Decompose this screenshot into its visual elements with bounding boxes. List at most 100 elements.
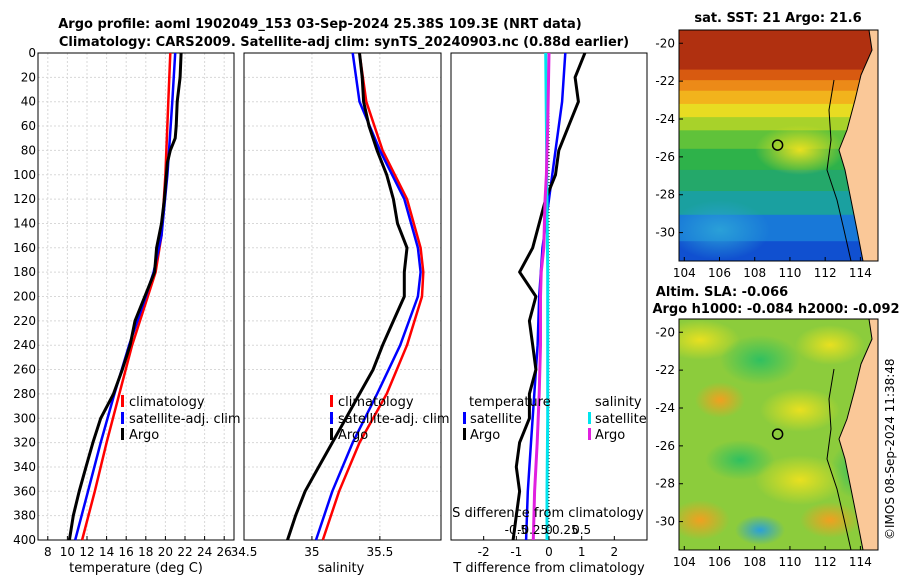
- map-x-tick-label: 110: [778, 555, 801, 569]
- series-s-argo-line: [531, 52, 551, 541]
- depth-tick-label: 0: [28, 46, 36, 60]
- depth-tick-label: 320: [13, 436, 36, 450]
- x-tick-label: -2: [478, 545, 490, 559]
- map-y-tick-label: -24: [655, 112, 675, 126]
- map-x-tick-label: 104: [673, 555, 696, 569]
- temperature-xlabel: temperature (deg C): [69, 561, 203, 576]
- sla-anomaly-patch: [800, 502, 860, 538]
- depth-tick-label: 40: [21, 95, 36, 109]
- x-tick-label: 12: [79, 545, 94, 559]
- legend-label-s-argo: Argo: [595, 428, 625, 443]
- depth-tick-label: 360: [13, 484, 36, 498]
- map-x-tick-label: 110: [778, 266, 801, 280]
- map-y-tick-label: -22: [655, 74, 675, 88]
- legend-swatch-t-argo: [463, 428, 466, 440]
- x-tick-label: 22: [177, 545, 192, 559]
- imos-timestamp: ©IMOS 08-Sep-2024 11:38:48: [883, 358, 897, 540]
- series-satellite-line: [314, 52, 422, 541]
- figure-title-line1: Argo profile: aoml 1902049_153 03-Sep-20…: [58, 17, 582, 32]
- sla-anomaly-patch: [795, 325, 865, 365]
- sst-warm-patch: [755, 125, 845, 175]
- map-x-tick-label: 108: [743, 555, 766, 569]
- depth-tick-label: 220: [13, 314, 36, 328]
- depth-tick-label: 160: [13, 241, 36, 255]
- map-y-tick-label: -28: [655, 477, 675, 491]
- series-argo-line: [67, 52, 183, 541]
- depth-tick-label: 200: [13, 290, 36, 304]
- sla-anomaly-patch: [735, 515, 785, 545]
- salinity-diff-tick-label: -0.5: [505, 523, 528, 537]
- legend-swatch-argo: [330, 428, 333, 440]
- depth-tick-label: 120: [13, 192, 36, 206]
- x-tick-label: 8: [44, 545, 52, 559]
- map-x-tick-label: 106: [708, 555, 731, 569]
- salinity-diff-tick-label: -0.25: [517, 523, 548, 537]
- land-mass: [838, 319, 878, 550]
- legend-swatch-climatology: [330, 395, 333, 407]
- depth-tick-label: 380: [13, 509, 36, 523]
- sst-map-frame: [678, 29, 879, 262]
- sla-map-axes: 104 106 108 110 112 114 -20 -22 -24 -26 -28 -30: [655, 325, 871, 569]
- map-y-tick-label: -30: [655, 515, 675, 529]
- legend-title-salinity: salinity: [595, 395, 642, 410]
- legend-swatch-t-satellite: [463, 412, 466, 424]
- sst-cool-patch: [679, 200, 770, 260]
- bathymetry-contour: [826, 368, 852, 550]
- sla-anomaly-patch: [705, 440, 775, 480]
- x-tick-label: 0: [545, 545, 553, 559]
- legend-label-t-argo: Argo: [470, 428, 500, 443]
- sst-color-band: [679, 30, 878, 71]
- x-tick-label: 16: [119, 545, 134, 559]
- bathymetry-contour: [826, 79, 852, 261]
- sla-map: [679, 319, 878, 550]
- argo-location-marker: [771, 139, 784, 151]
- land-mass: [838, 30, 878, 261]
- depth-tick-label: 140: [13, 216, 36, 230]
- difference-panel: -2 -1 0 1 2-0.5-0.250 0.250.5: [450, 52, 648, 559]
- salinity-diff-tick-label: 0.25: [552, 523, 579, 537]
- x-tick-label: 26: [217, 545, 232, 559]
- map-y-tick-label: -24: [655, 401, 675, 415]
- sst-map: [679, 30, 878, 261]
- sla-anomaly-patch: [760, 388, 840, 432]
- salinity-legend: climatology satellite-adj. clim Argo: [330, 395, 450, 443]
- x-tick-label: 34.5: [231, 545, 258, 559]
- depth-tick-label: 260: [13, 363, 36, 377]
- legend-label-argo: Argo: [338, 428, 368, 443]
- sla-map-subtitle: Argo h1000: -0.084 h2000: -0.092: [652, 302, 899, 317]
- depth-tick-label: 60: [21, 119, 36, 133]
- x-tick-label: 35: [304, 545, 319, 559]
- map-y-tick-label: -20: [655, 36, 675, 50]
- legend-swatch-satellite: [121, 412, 124, 424]
- axes-frame: [243, 52, 442, 541]
- map-y-tick-label: -20: [655, 325, 675, 339]
- sst-color-band: [679, 117, 878, 132]
- argo-location-marker: [771, 428, 784, 440]
- legend-label-argo: Argo: [129, 428, 159, 443]
- figure-title-line2: Climatology: CARS2009. Satellite-adj cli…: [59, 35, 629, 50]
- depth-tick-label: 280: [13, 387, 36, 401]
- legend-label-t-satellite: satellite: [470, 412, 522, 427]
- x-tick-label: 24: [197, 545, 212, 559]
- sla-map-title: Altim. SLA: -0.066: [656, 285, 788, 300]
- map-x-tick-label: 114: [849, 555, 872, 569]
- x-tick-label: 35.5: [367, 545, 394, 559]
- legend-label-climatology: climatology: [129, 395, 205, 410]
- depth-axis: 0 20 40 60 80 100 120 140 160 180 200 220 240 260 280 3…: [13, 46, 36, 547]
- series-climatology-line: [80, 52, 172, 541]
- salinity-difference-label: S difference from climatology: [452, 506, 644, 521]
- legend-swatch-argo: [121, 428, 124, 440]
- legend-swatch-climatology: [121, 395, 124, 407]
- series-argo-line: [286, 52, 409, 541]
- legend-swatch-satellite: [330, 412, 333, 424]
- salinity-panel: 34.5 35 35.5: [231, 52, 442, 559]
- legend-swatch-s-argo: [588, 428, 591, 440]
- legend-label-s-satellite: satellite: [595, 412, 647, 427]
- sla-anomaly-patch: [695, 382, 745, 418]
- x-tick-label: 2: [611, 545, 619, 559]
- depth-tick-label: 340: [13, 460, 36, 474]
- legend-label-satellite: satellite-adj. clim: [338, 412, 450, 427]
- legend-label-satellite: satellite-adj. clim: [129, 412, 241, 427]
- map-y-tick-label: -30: [655, 226, 675, 240]
